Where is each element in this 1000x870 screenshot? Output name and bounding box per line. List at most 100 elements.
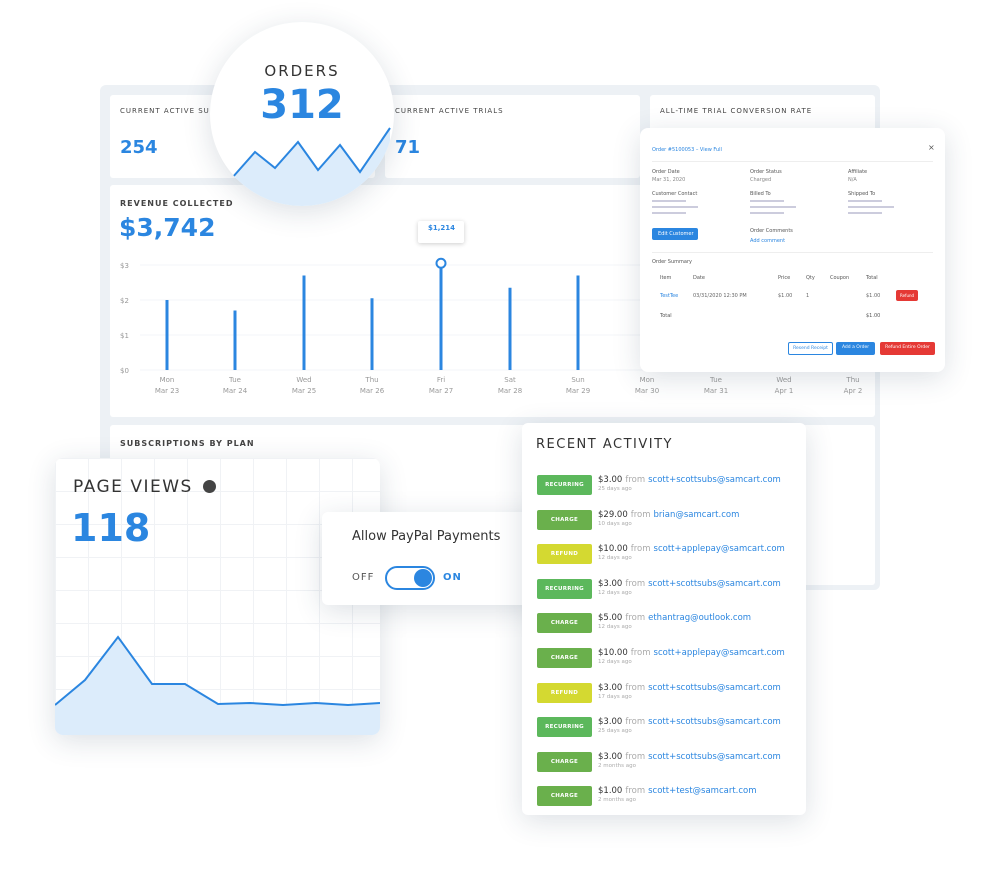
- stat-value: 254: [120, 137, 158, 158]
- x-tick-label: Mar 29: [566, 387, 590, 395]
- comments-label: Order Comments: [750, 228, 793, 234]
- modal-button[interactable]: Resend Receipt: [788, 342, 833, 355]
- time-ago: 25 days ago: [598, 728, 632, 735]
- from-word: from: [630, 509, 651, 520]
- bar: [439, 263, 443, 370]
- x-tick-label: Mar 31: [704, 387, 728, 395]
- badge-label: RECURRING: [545, 482, 584, 488]
- edit-customer-button: Edit Customer: [652, 228, 698, 240]
- time-ago: 12 days ago: [598, 659, 632, 665]
- email: scott+scottsubs@samcart.com: [648, 717, 781, 728]
- amount: $5.00: [598, 613, 623, 624]
- paypal-title: Allow PayPal Payments: [352, 529, 501, 544]
- amount: $1.00: [598, 786, 623, 797]
- row-cell: $1.00: [778, 293, 793, 299]
- order-modal: Order #5100053 – View Full × Order Date Mar…: [640, 128, 945, 372]
- text-line: [652, 200, 686, 202]
- info-icon: [203, 480, 216, 493]
- badge: CHARGE: [537, 786, 592, 807]
- field-label: Shipped To: [848, 191, 876, 197]
- bar: [302, 275, 306, 370]
- y-tick-label: $2: [120, 297, 129, 305]
- divider: [652, 252, 933, 253]
- text-line: [750, 206, 796, 208]
- add-comment-link: Add comment: [750, 238, 786, 244]
- revenue-chart: $0 $1 $2 $3 Mon Mar 23 Tue Mar 24 Wed Mar 25 Thu Ma…: [120, 257, 865, 395]
- x-tick-label: Mon: [640, 376, 655, 384]
- from-word: from: [625, 751, 646, 762]
- amount: $3.00: [598, 751, 623, 762]
- divider: [652, 161, 933, 162]
- amount: $10.00: [598, 544, 628, 555]
- text-line: [750, 200, 784, 202]
- badge: RECURRING: [537, 475, 592, 495]
- revenue-total: $3,742: [119, 213, 216, 242]
- x-tick-label: Sat: [504, 376, 516, 384]
- from-word: from: [630, 648, 651, 658]
- amount: $29.00: [598, 509, 628, 520]
- field-label: Order Status: [750, 169, 782, 175]
- bar: [165, 300, 169, 370]
- badge: CHARGE: [537, 509, 592, 530]
- sparkline-line: [231, 127, 391, 179]
- tooltip-value: $1,214: [428, 224, 456, 232]
- row-cell: 03/31/2020 12:30 PM: [693, 293, 747, 299]
- activity-line: $10.00 from scott+applepay@samcart.com: [598, 648, 785, 658]
- email: brian@samcart.com: [653, 509, 740, 520]
- x-tick-label: Thu: [364, 376, 378, 384]
- badge-label: REFUND: [550, 551, 579, 558]
- stat-label: CURRENT ACTIVE SU: [120, 107, 210, 115]
- email: ethantrag@outlook.com: [648, 613, 752, 624]
- orders-label: ORDERS: [264, 62, 340, 80]
- time-ago: 2 months ago: [598, 797, 636, 804]
- column-header: Price: [778, 275, 791, 281]
- badge-label: REFUND: [550, 689, 579, 696]
- x-tick-label: Mar 24: [223, 387, 248, 395]
- column-header: Date: [693, 275, 705, 281]
- badge: RECURRING: [537, 717, 592, 738]
- activity-line: $3.00 from scott+scottsubs@samcart.com: [598, 752, 781, 762]
- text-line: [750, 212, 784, 214]
- revenue-title: REVENUE COLLECTED: [120, 199, 234, 208]
- sparkline-area: [232, 128, 390, 206]
- time-ago: 12 days ago: [598, 624, 632, 631]
- activity-line: $3.00 from scott+scottsubs@samcart.com: [598, 717, 781, 727]
- y-tick-label: $0: [120, 367, 129, 375]
- toggle-on-label: ON: [443, 572, 462, 583]
- field-value: N/A: [848, 177, 857, 183]
- x-tick-label: Apr 1: [775, 387, 794, 395]
- badge: CHARGE: [537, 648, 592, 668]
- x-tick-label: Mar 25: [292, 387, 316, 395]
- line-area: [55, 637, 380, 735]
- text-line: [848, 212, 882, 214]
- toggle-knob: [414, 569, 432, 587]
- button-label: Resend Receipt: [793, 346, 828, 351]
- activity-line: $1.00 from scott+test@samcart.com: [598, 786, 757, 796]
- orders-value: 312: [260, 82, 344, 128]
- badge-label: CHARGE: [550, 516, 579, 523]
- badge: REFUND: [537, 682, 592, 703]
- toggle[interactable]: [385, 566, 435, 590]
- modal-header: Order #5100053 – View Full: [652, 147, 722, 153]
- stat-value: 71: [395, 137, 421, 158]
- activity-line: $10.00 from scott+applepay@samcart.com: [598, 544, 785, 554]
- x-tick-label: Wed: [296, 376, 311, 384]
- amount: $3.00: [598, 717, 623, 728]
- badge: CHARGE: [537, 613, 592, 634]
- badge-label: RECURRING: [545, 724, 584, 731]
- button-label: Edit Customer: [658, 231, 694, 237]
- time-ago: 2 months ago: [598, 762, 636, 769]
- tooltip: $1,214: [418, 221, 464, 243]
- x-tick-label: Mon: [160, 376, 175, 384]
- email: scott+scottsubs@samcart.com: [648, 682, 781, 693]
- summary-label: Order Summary: [652, 259, 692, 265]
- activity-line: $3.00 from scott+scottsubs@samcart.com: [598, 579, 781, 589]
- badge: REFUND: [537, 544, 592, 565]
- line: [55, 635, 380, 707]
- orders-circle: ORDERS 312: [210, 22, 394, 206]
- modal-button[interactable]: Add a Order: [836, 342, 875, 355]
- subscriptions-title: SUBSCRIPTIONS BY PLAN: [120, 439, 255, 448]
- modal-button[interactable]: Refund Entire Order: [880, 342, 935, 355]
- amount: $3.00: [598, 682, 623, 693]
- refund-button: Refund: [896, 290, 918, 301]
